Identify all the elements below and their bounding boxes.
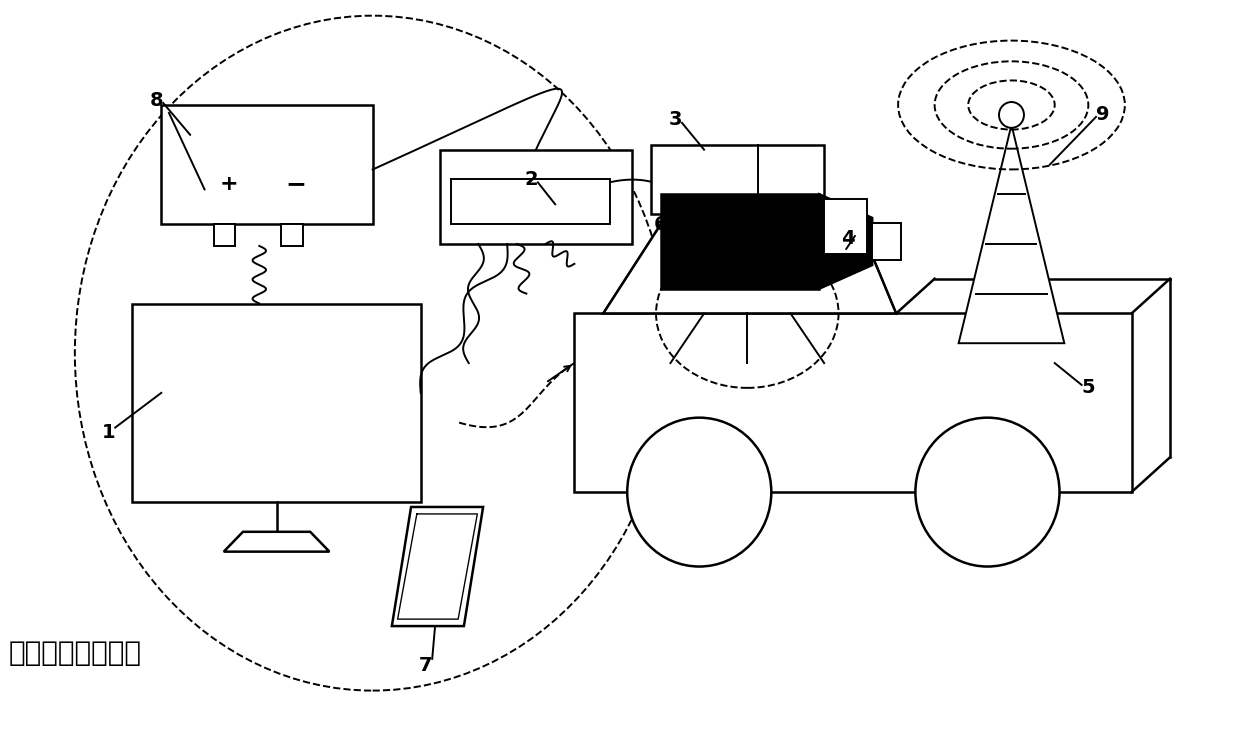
Polygon shape <box>223 532 330 551</box>
Text: 3: 3 <box>668 111 682 129</box>
Polygon shape <box>820 195 872 288</box>
Circle shape <box>627 418 771 566</box>
Bar <box>451 180 610 224</box>
Text: 7: 7 <box>419 656 433 675</box>
Bar <box>133 303 420 502</box>
Polygon shape <box>959 125 1064 343</box>
Text: 1: 1 <box>102 423 115 442</box>
Text: 乘员舱设备装置图: 乘员舱设备装置图 <box>9 639 141 667</box>
Bar <box>872 223 901 260</box>
Bar <box>161 105 373 224</box>
Bar <box>825 199 867 254</box>
Circle shape <box>915 418 1059 566</box>
Text: 8: 8 <box>150 91 164 109</box>
Polygon shape <box>392 507 484 626</box>
Bar <box>281 224 303 246</box>
Circle shape <box>999 102 1024 128</box>
Polygon shape <box>603 210 897 314</box>
Text: 5: 5 <box>1081 378 1095 398</box>
Bar <box>651 145 825 214</box>
Text: 9: 9 <box>1096 106 1110 124</box>
Text: +: + <box>219 175 238 195</box>
Bar <box>574 314 1132 492</box>
Bar <box>661 195 820 288</box>
Text: 4: 4 <box>842 230 854 248</box>
Text: −: − <box>285 172 306 196</box>
Text: 6: 6 <box>653 215 667 233</box>
Text: 2: 2 <box>525 170 538 189</box>
Bar <box>215 224 236 246</box>
Bar <box>440 149 632 244</box>
